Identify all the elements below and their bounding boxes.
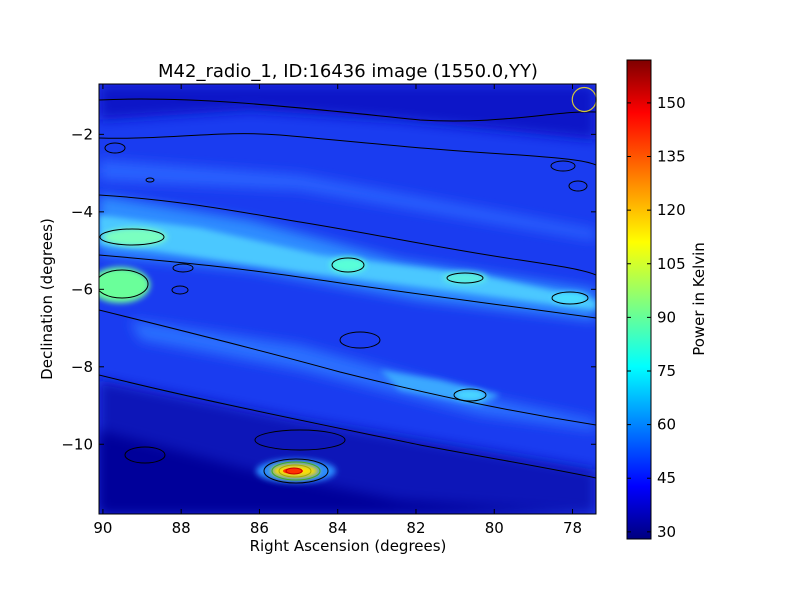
x-tick-label: 88 xyxy=(172,519,191,537)
colorbar-label: Power in Kelvin xyxy=(690,242,708,356)
x-tick-label: 86 xyxy=(250,519,269,537)
x-tick-label: 82 xyxy=(406,519,425,537)
x-axis: 90 88 86 84 82 80 78 xyxy=(93,84,582,537)
colorbar-axis: 30 45 60 75 90 105 120 135 150 xyxy=(627,94,686,541)
colorbar-tick-label: 90 xyxy=(657,308,676,326)
x-tick-label: 78 xyxy=(563,519,582,537)
colorbar-tick-label: 75 xyxy=(657,362,676,380)
colorbar-tick-label: 45 xyxy=(657,469,676,487)
x-tick-label: 90 xyxy=(93,519,112,537)
colorbar-tick-label: 60 xyxy=(657,416,676,434)
y-tick-label: −10 xyxy=(61,435,93,453)
y-axis: −2 −4 −6 −8 −10 xyxy=(61,125,596,453)
plot-area-frame xyxy=(98,83,597,515)
x-axis-label: Right Ascension (degrees) xyxy=(250,537,447,555)
colorbar-tick-label: 135 xyxy=(657,148,686,166)
colorbar xyxy=(626,59,652,540)
y-axis-label: Declination (degrees) xyxy=(38,218,56,380)
x-tick-label: 84 xyxy=(328,519,347,537)
y-tick-label: −6 xyxy=(71,280,93,298)
y-tick-label: −4 xyxy=(71,203,93,221)
x-tick-label: 80 xyxy=(485,519,504,537)
colorbar-tick-label: 150 xyxy=(657,94,686,112)
colorbar-tick-label: 105 xyxy=(657,255,686,273)
y-tick-label: −8 xyxy=(71,358,93,376)
heatmap-image xyxy=(99,84,596,514)
colorbar-tick-label: 120 xyxy=(657,201,686,219)
chart-title: M42_radio_1, ID:16436 image (1550.0,YY) xyxy=(158,61,538,82)
y-tick-label: −2 xyxy=(71,125,93,143)
colorbar-tick-label: 30 xyxy=(657,523,676,541)
